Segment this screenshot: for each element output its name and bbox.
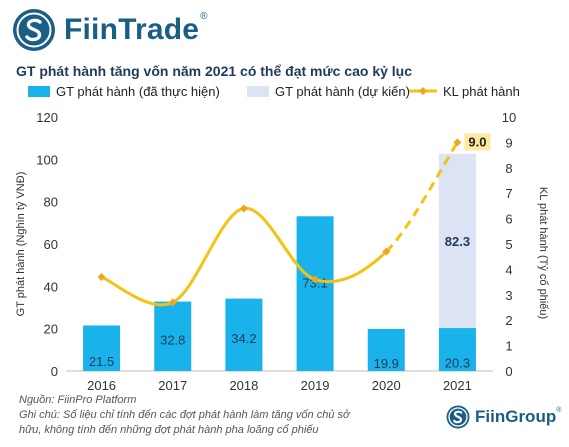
line-kl-phat-hanh-forecast bbox=[385, 141, 459, 253]
brand-name: FiinTrade bbox=[64, 13, 200, 46]
fiingroup-logo[interactable]: FiinGroup ® bbox=[446, 405, 561, 429]
y-right-tick-5: 5 bbox=[505, 237, 512, 252]
x-tick-2020: 2020 bbox=[372, 378, 401, 393]
legend-label-2: KL phát hành bbox=[443, 84, 520, 99]
y-left-axis-title: GT phát hành (Nghìn tỷ VNĐ) bbox=[15, 172, 27, 317]
x-tick-2017: 2017 bbox=[158, 378, 187, 393]
y-right-tick-6: 6 bbox=[505, 212, 512, 227]
bar-planned-2021 bbox=[438, 153, 476, 329]
y-right-axis-title: KL phát hành (Tỷ cổ phiếu) bbox=[537, 187, 549, 319]
legend-marker-2 bbox=[419, 87, 427, 95]
line-point-2018 bbox=[239, 204, 248, 213]
fiintrade-logo[interactable]: FiinTrade ® bbox=[12, 8, 208, 52]
legend-label-0: GT phát hành (đã thực hiện) bbox=[56, 84, 220, 99]
y-right-tick-1: 1 bbox=[505, 339, 512, 354]
footnote-line-2: hữu, không tính đến những đợt phát hành … bbox=[19, 424, 319, 436]
y-left-tick-4: 80 bbox=[44, 195, 58, 210]
y-right-tick-4: 4 bbox=[505, 262, 512, 277]
y-right-tick-2: 2 bbox=[505, 313, 512, 328]
source-note: Nguồn: FiinPro Platform bbox=[19, 394, 137, 406]
y-right-tick-9: 9 bbox=[505, 135, 512, 150]
chart-title: GT phát hành tăng vốn năm 2021 có thể đạ… bbox=[16, 63, 413, 79]
bar-actual-label-2018: 34.2 bbox=[231, 331, 256, 346]
legend-swatch-0 bbox=[28, 86, 50, 97]
bar-actual-2017 bbox=[154, 301, 192, 371]
bar-actual-label-2016: 21.5 bbox=[89, 354, 114, 369]
y-left-tick-2: 40 bbox=[44, 279, 58, 294]
legend-label-1: GT phát hành (dự kiến) bbox=[275, 84, 410, 99]
x-tick-2016: 2016 bbox=[87, 378, 116, 393]
line-label-bg-2021 bbox=[464, 133, 491, 151]
bar-actual-2019 bbox=[296, 216, 334, 371]
y-left-tick-6: 120 bbox=[36, 110, 58, 125]
y-left-tick-5: 100 bbox=[36, 152, 58, 167]
bar-actual-label-2021: 20.3 bbox=[445, 356, 470, 371]
line-label-2021: 9.0 bbox=[468, 134, 486, 149]
bar-actual-2018 bbox=[225, 298, 263, 371]
y-right-tick-0: 0 bbox=[505, 364, 512, 379]
y-left-tick-0: 0 bbox=[51, 364, 58, 379]
y-left-tick-3: 60 bbox=[44, 237, 58, 252]
x-tick-2018: 2018 bbox=[229, 378, 258, 393]
line-point-2016 bbox=[97, 273, 106, 282]
bar-actual-2021 bbox=[438, 328, 476, 371]
fiintrade-logo-icon bbox=[13, 9, 55, 51]
x-tick-2019: 2019 bbox=[301, 378, 330, 393]
brand-registered-mark: ® bbox=[200, 10, 208, 22]
line-kl-phat-hanh bbox=[100, 206, 388, 307]
y-right-tick-7: 7 bbox=[505, 186, 512, 201]
line-point-2021 bbox=[453, 138, 462, 147]
line-point-2020 bbox=[382, 247, 391, 256]
line-point-2017 bbox=[168, 298, 177, 307]
line-point-2019 bbox=[311, 275, 320, 284]
x-tick-2021: 2021 bbox=[443, 378, 472, 393]
bar-actual-label-2017: 32.8 bbox=[160, 332, 185, 347]
bar-actual-2020 bbox=[367, 328, 405, 371]
fiingroup-registered-mark: ® bbox=[556, 406, 562, 414]
y-left-tick-1: 20 bbox=[44, 322, 58, 337]
fiingroup-logo-icon bbox=[446, 405, 470, 429]
y-right-tick-8: 8 bbox=[505, 161, 512, 176]
bar-planned-label-2021: 82.3 bbox=[445, 234, 470, 249]
bar-actual-label-2020: 19.9 bbox=[374, 356, 399, 371]
legend-swatch-1 bbox=[247, 86, 269, 97]
chart: GT phát hành (đã thực hiện) GT phát hành … bbox=[15, 84, 549, 393]
footnote-line-1: Ghi chú: Số liệu chỉ tính đến các đợt ph… bbox=[19, 409, 350, 421]
bar-actual-2016 bbox=[83, 325, 121, 371]
y-right-tick-3: 3 bbox=[505, 288, 512, 303]
fiingroup-name: FiinGroup bbox=[475, 407, 557, 426]
y-right-tick-10: 10 bbox=[502, 110, 516, 125]
